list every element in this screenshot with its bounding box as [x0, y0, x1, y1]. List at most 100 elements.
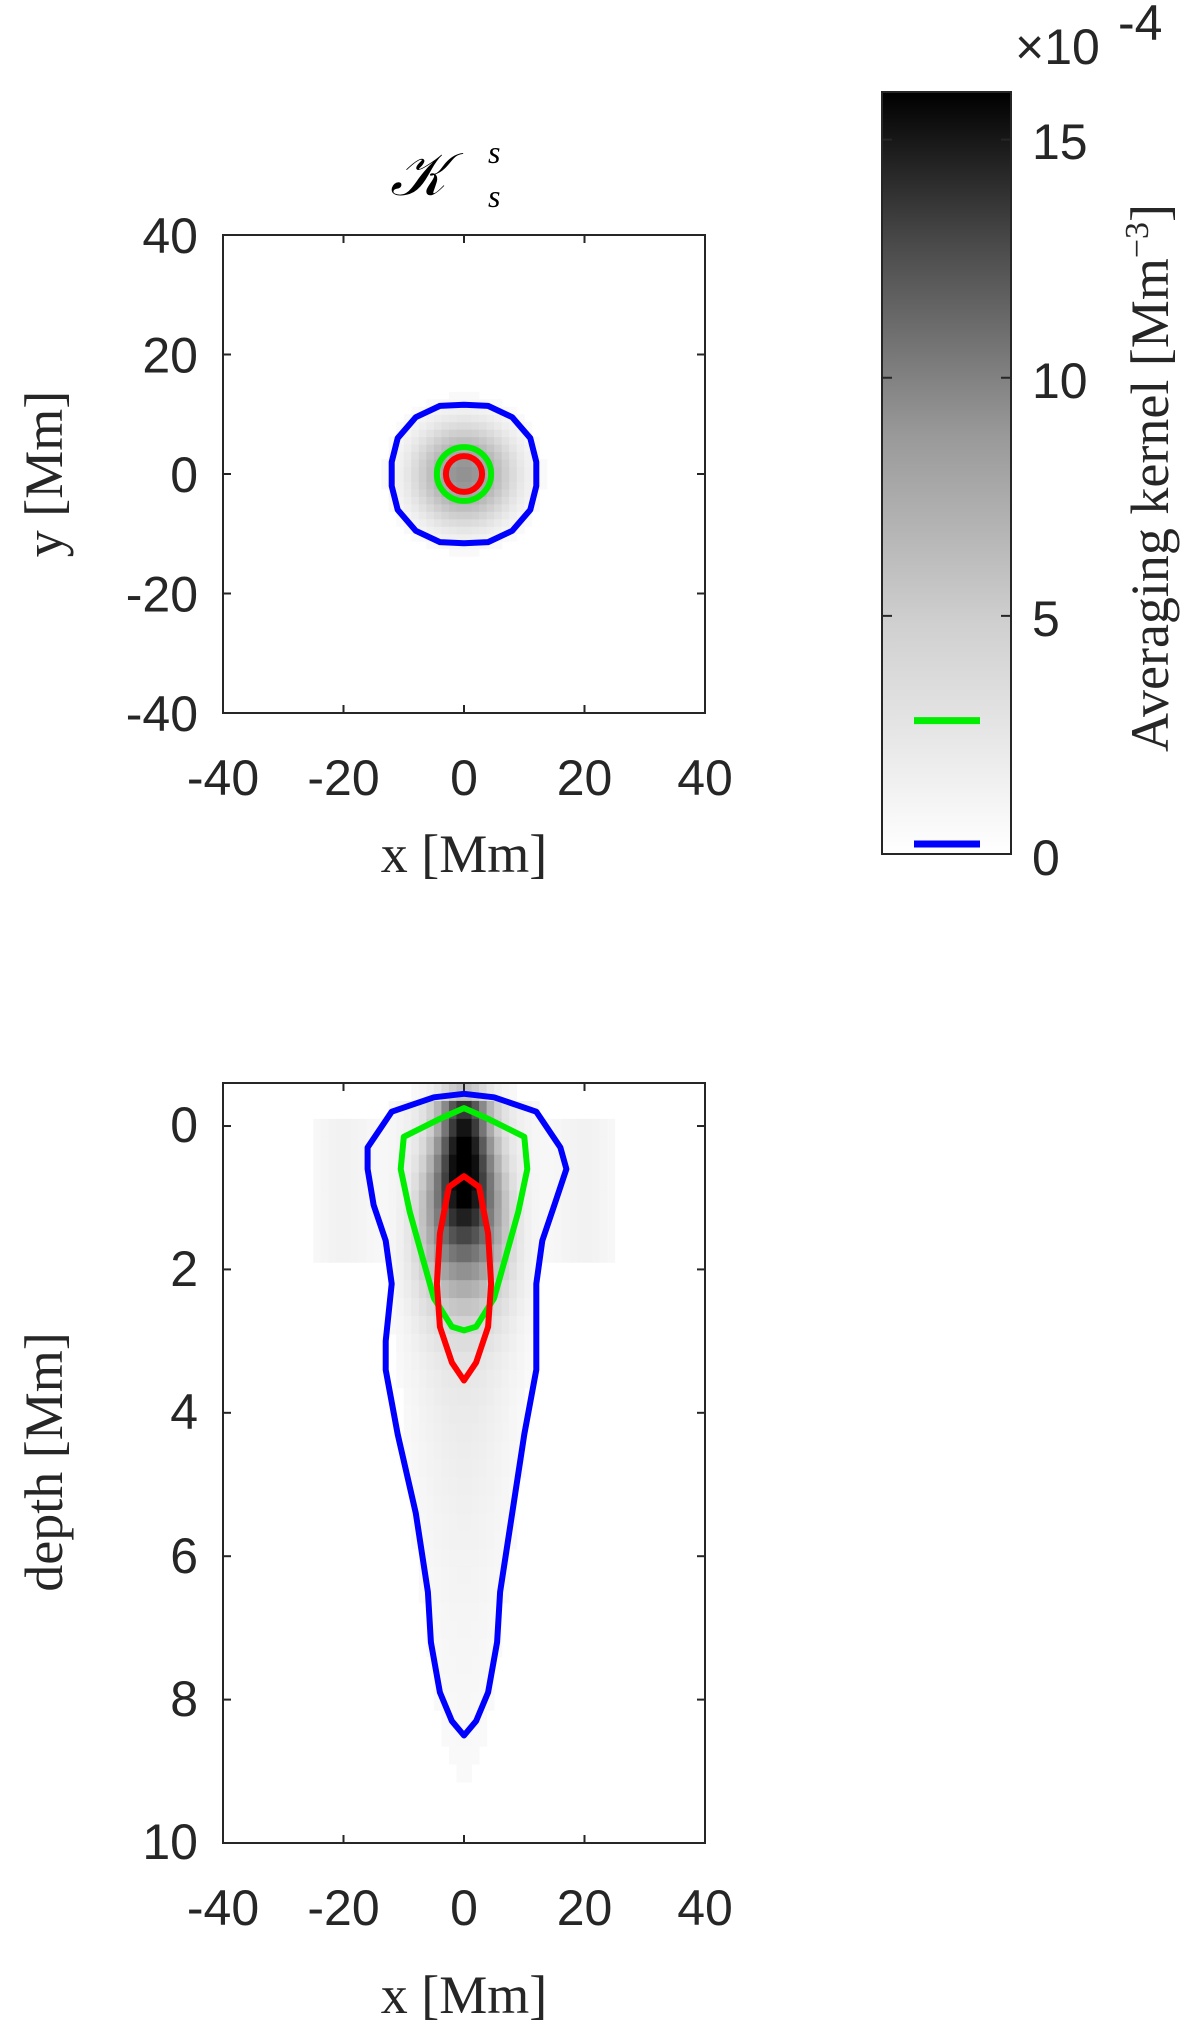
heatmap-cell: [320, 1190, 329, 1209]
heatmap-cell: [531, 503, 540, 512]
top-panel-title: 𝒦: [390, 142, 464, 208]
heatmap-cell: [328, 1226, 337, 1245]
heatmap-cell: [396, 496, 405, 505]
heatmap-cell: [524, 1118, 533, 1138]
heatmap-cell: [456, 459, 465, 468]
heatmap-cell: [486, 1459, 495, 1478]
heatmap-cell: [607, 1154, 616, 1174]
heatmap-cell: [479, 526, 488, 535]
heatmap-cell: [464, 1405, 473, 1425]
heatmap-cell: [448, 1692, 457, 1711]
heatmap-cell: [569, 1226, 578, 1245]
heatmap-cell: [366, 1226, 375, 1245]
heatmap-cell: [479, 1441, 488, 1460]
heatmap-cell: [448, 1369, 457, 1389]
heatmap-cell: [433, 444, 442, 453]
heatmap-cell: [516, 526, 525, 535]
heatmap-cell: [441, 1226, 450, 1245]
heatmap-cell: [411, 1316, 420, 1335]
heatmap-cell: [471, 1584, 480, 1604]
heatmap-cell: [426, 488, 435, 497]
heatmap-cell: [448, 1441, 457, 1460]
heatmap-cell: [433, 1584, 442, 1604]
heatmap-cell: [396, 421, 405, 430]
heatmap-cell: [456, 1405, 465, 1425]
heatmap-cell: [335, 1208, 344, 1227]
heatmap-cell: [509, 1333, 518, 1353]
heatmap-cell: [388, 1118, 397, 1138]
heatmap-cell: [501, 1369, 510, 1389]
heatmap-cell: [516, 1351, 525, 1371]
heatmap-cell: [531, 1136, 540, 1156]
heatmap-cell: [418, 518, 427, 527]
heatmap-cell: [433, 541, 442, 550]
heatmap-cell: [494, 466, 503, 475]
heatmap-cell: [396, 459, 405, 468]
heatmap-cell: [456, 1244, 465, 1263]
heatmap-cell: [411, 1172, 420, 1192]
heatmap-cell: [516, 1262, 525, 1281]
heatmap-cell: [426, 1566, 435, 1586]
heatmap-cell: [494, 436, 503, 445]
heatmap-cell: [448, 1746, 457, 1765]
heatmap-cell: [509, 1298, 518, 1317]
heatmap-cell: [464, 1351, 473, 1371]
heatmap-cell: [366, 1208, 375, 1227]
heatmap-cell: [403, 1298, 412, 1317]
heatmap-cell: [448, 1244, 457, 1263]
heatmap-cell: [494, 414, 503, 423]
heatmap-cell: [433, 1387, 442, 1407]
heatmap-cell: [343, 1226, 352, 1245]
heatmap-cell: [411, 1351, 420, 1371]
heatmap-cell: [479, 1387, 488, 1407]
heatmap-cell: [433, 421, 442, 430]
heatmap-cell: [599, 1154, 608, 1174]
heatmap-cell: [328, 1154, 337, 1174]
heatmap-cell: [448, 1190, 457, 1209]
heatmap-cell: [426, 496, 435, 505]
heatmap-cell: [546, 1190, 555, 1209]
heatmap-cell: [531, 436, 540, 445]
heatmap-cell: [501, 1280, 510, 1299]
heatmap-cell: [486, 518, 495, 527]
heatmap-cell: [358, 1118, 367, 1138]
heatmap-cell: [448, 1333, 457, 1353]
heatmap-cell: [448, 503, 457, 512]
heatmap-cell: [524, 496, 533, 505]
heatmap-cell: [554, 1244, 563, 1263]
heatmap-cell: [471, 1459, 480, 1478]
heatmap-cell: [524, 421, 533, 430]
top-ticks: [222, 234, 706, 714]
heatmap-cell: [464, 436, 473, 445]
heatmap-cell: [479, 421, 488, 430]
heatmap-cell: [607, 1208, 616, 1227]
heatmap-cell: [486, 1584, 495, 1604]
heatmap-cell: [456, 1190, 465, 1209]
heatmap-cell: [494, 496, 503, 505]
heatmap-cell: [509, 488, 518, 497]
heatmap-cell: [524, 1208, 533, 1227]
heatmap-cell: [313, 1244, 322, 1263]
heatmap-cell: [464, 391, 473, 400]
heatmap-cell: [524, 1316, 533, 1335]
heatmap-cell: [403, 1316, 412, 1335]
heatmap-cell: [531, 1118, 540, 1138]
heatmap-cell: [433, 1566, 442, 1586]
heatmap-cell: [320, 1154, 329, 1174]
heatmap-cell: [569, 1190, 578, 1209]
heatmap-cell: [494, 1477, 503, 1496]
heatmap-cell: [456, 1710, 465, 1729]
heatmap-cell: [335, 1154, 344, 1174]
heatmap-cell: [441, 1566, 450, 1586]
heatmap-cell: [486, 1351, 495, 1371]
heatmap-cell: [479, 1477, 488, 1496]
heatmap-cell: [426, 1083, 435, 1102]
heatmap-cell: [403, 1369, 412, 1389]
bottom-y-axis-label: depth [Mm]: [14, 1332, 74, 1591]
heatmap-cell: [539, 1118, 548, 1138]
heatmap-cell: [426, 414, 435, 423]
heatmap-cell: [516, 488, 525, 497]
heatmap-cell: [479, 1154, 488, 1174]
heatmap-cell: [403, 1280, 412, 1299]
